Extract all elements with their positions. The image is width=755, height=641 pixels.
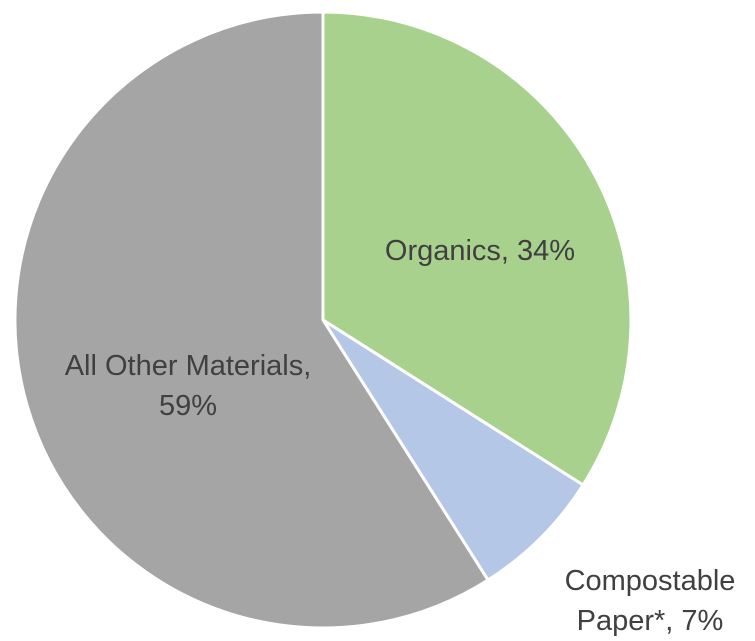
data-label-organics: Organics, 34% (385, 235, 575, 267)
data-label-line: All Other Materials, (65, 350, 312, 382)
data-label-line: Organics, 34% (385, 235, 575, 267)
data-label-line: Compostable (565, 565, 736, 597)
pie-slices (13, 10, 633, 630)
pie-slice-all-other-materials (13, 10, 490, 630)
pie-slice-compostable-paper (321, 318, 585, 582)
data-label-line: 59% (159, 390, 217, 422)
pie-data-labels: Organics, 34% Compostable Paper*, 7% All Ot… (65, 235, 736, 637)
pie-slice-organics (321, 10, 633, 487)
data-label-compostable-paper: Compostable Paper*, 7% (565, 565, 736, 636)
data-label-line: Paper*, 7% (577, 605, 724, 636)
data-label-all-other-materials: All Other Materials, 59% (65, 350, 312, 422)
